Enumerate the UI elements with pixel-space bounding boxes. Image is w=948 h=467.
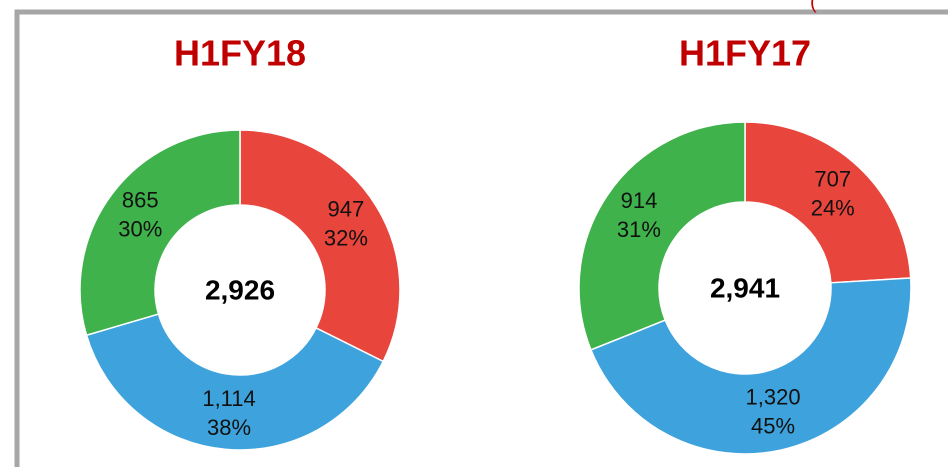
value-label: 865 — [122, 187, 159, 212]
donut-hole — [659, 202, 831, 374]
value-label: 1,320 — [746, 385, 801, 410]
donut-hole — [155, 205, 325, 375]
value-label: 707 — [814, 167, 851, 192]
percent-label: 31% — [617, 217, 661, 242]
total-label: 2,926 — [205, 274, 275, 305]
percent-label: 45% — [751, 414, 795, 439]
annotation: ( — [810, 0, 817, 13]
percent-label: 32% — [324, 225, 368, 250]
percent-label: 38% — [207, 415, 251, 440]
total-label: 2,941 — [710, 272, 780, 303]
percent-label: 30% — [118, 216, 162, 241]
value-label: 947 — [328, 196, 365, 221]
value-label: 914 — [621, 188, 658, 213]
chart-title: H1FY17 — [679, 33, 811, 74]
value-label: 1,114 — [202, 386, 255, 411]
chart-title: H1FY18 — [174, 33, 306, 74]
percent-label: 24% — [811, 196, 855, 221]
